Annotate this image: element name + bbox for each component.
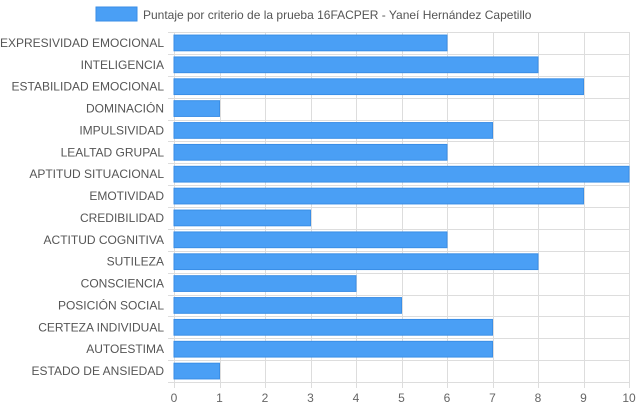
bar[interactable]: [173, 165, 630, 183]
x-tick-label: 9: [580, 391, 587, 405]
x-tick-label: 5: [398, 391, 405, 405]
x-tick-label: 2: [262, 391, 269, 405]
bar[interactable]: [173, 209, 311, 227]
category-labels: EXPRESIVIDAD EMOCIONAL INTELIGENCIA ESTABI…: [0, 36, 164, 378]
category-label: ESTABILIDAD EMOCIONAL: [12, 80, 165, 94]
bar[interactable]: [173, 187, 584, 205]
bar[interactable]: [173, 253, 539, 271]
category-label: APTITUD SITUACIONAL: [29, 167, 164, 181]
bar[interactable]: [173, 340, 493, 358]
legend-swatch: [95, 6, 138, 22]
x-tick-label: 0: [171, 391, 178, 405]
category-label: IMPULSIVIDAD: [79, 123, 164, 137]
bar[interactable]: [173, 78, 584, 96]
bar[interactable]: [173, 122, 493, 139]
x-tick-label: 3: [307, 391, 314, 405]
x-axis-tick-labels: 0 1 2 3 4 5 6 7 8 9 10: [171, 391, 636, 405]
bar[interactable]: [173, 362, 220, 380]
bar[interactable]: [173, 318, 493, 336]
category-label: CONSCIENCIA: [81, 277, 164, 291]
category-label: SUTILEZA: [107, 255, 164, 269]
bar[interactable]: [173, 297, 402, 314]
bar[interactable]: [173, 143, 448, 161]
legend-label: Puntaje por criterio de la prueba 16FACP…: [143, 8, 532, 22]
bar[interactable]: [173, 34, 448, 52]
x-tick-label: 7: [489, 391, 496, 405]
category-label: AUTOESTIMA: [86, 342, 164, 356]
category-label: EXPRESIVIDAD EMOCIONAL: [0, 36, 164, 50]
bar[interactable]: [173, 56, 539, 74]
x-tick-label: 1: [216, 391, 223, 405]
category-label: CREDIBILIDAD: [80, 211, 164, 225]
category-label: DOMINACIÓN: [86, 101, 164, 116]
x-tick-label: 4: [353, 391, 360, 405]
x-tick-label: 10: [622, 391, 636, 405]
x-tick-label: 6: [444, 391, 451, 405]
bar[interactable]: [173, 275, 357, 292]
category-label: POSICIÓN SOCIAL: [58, 297, 164, 312]
category-label: INTELIGENCIA: [81, 58, 164, 72]
bars: [173, 34, 630, 380]
bar[interactable]: [173, 231, 448, 249]
legend[interactable]: Puntaje por criterio de la prueba 16FACP…: [95, 6, 532, 22]
category-label: ACTITUD COGNITIVA: [44, 233, 164, 247]
category-label: CERTEZA INDIVIDUAL: [38, 320, 164, 334]
bar[interactable]: [173, 100, 220, 117]
category-label: EMOTIVIDAD: [89, 189, 164, 203]
category-label: ESTADO DE ANSIEDAD: [32, 364, 165, 378]
x-tick-label: 8: [535, 391, 542, 405]
category-label: LEALTAD GRUPAL: [61, 145, 165, 159]
